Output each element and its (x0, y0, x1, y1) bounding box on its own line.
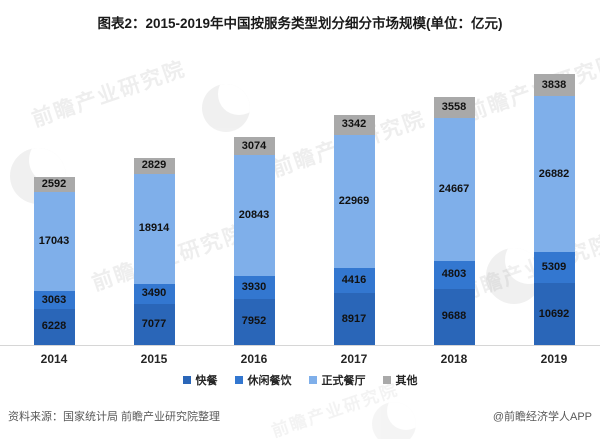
legend-item-正式餐厅[interactable]: 正式餐厅 (308, 372, 366, 388)
value-label: 22969 (338, 194, 370, 207)
bar-segment[interactable]: 7077 (133, 304, 175, 345)
bar-segment[interactable]: 17043 (33, 192, 75, 292)
bar-segment[interactable]: 2829 (133, 157, 175, 175)
value-label: 3074 (241, 139, 267, 152)
bar-segment[interactable]: 3490 (133, 283, 175, 304)
stacked-bar-2017[interactable]: 8917 4416 22969 3342 (333, 115, 375, 345)
plot-area: 6228 3063 17043 2592 2014 7077 3490 18914 2829 20… (4, 74, 600, 366)
legend-label: 正式餐厅 (321, 375, 366, 387)
value-label: 4803 (441, 268, 467, 281)
legend-item-其他[interactable]: 其他 (382, 372, 418, 388)
bar-column-2014: 6228 3063 17043 2592 2014 (4, 74, 104, 366)
stacked-bar-2016[interactable]: 7952 3930 20843 3074 (233, 137, 275, 345)
value-label: 3838 (541, 78, 567, 91)
bar-column-2018: 9688 4803 24667 3558 2018 (404, 74, 504, 366)
bar-segment[interactable]: 2592 (33, 177, 75, 193)
legend-swatch-icon (308, 376, 317, 384)
x-axis-line (0, 345, 600, 346)
value-label: 17043 (38, 235, 70, 248)
bar-segment[interactable]: 3074 (233, 137, 275, 156)
value-label: 3063 (41, 293, 67, 306)
bar-segment[interactable]: 3930 (233, 276, 275, 299)
bar-segment[interactable]: 6228 (33, 308, 75, 345)
bar-segment[interactable]: 24667 (433, 117, 475, 261)
legend-label: 快餐 (195, 375, 218, 387)
value-label: 6228 (41, 320, 67, 333)
x-tick-label: 2019 (540, 352, 568, 366)
bar-column-2016: 7952 3930 20843 3074 2016 (204, 74, 304, 366)
credit-note: @前瞻经济学人APP (492, 411, 592, 423)
value-label: 4416 (341, 274, 367, 287)
value-label: 7952 (241, 315, 267, 328)
value-label: 10692 (538, 307, 570, 320)
value-label: 7077 (141, 318, 167, 330)
bar-segment[interactable]: 4803 (433, 260, 475, 289)
bar-segment[interactable]: 10692 (533, 283, 575, 345)
bar-segment[interactable]: 20843 (233, 155, 275, 277)
bar-segment[interactable]: 8917 (333, 293, 375, 345)
stacked-bar-2014[interactable]: 6228 3063 17043 2592 (33, 177, 75, 345)
legend-swatch-icon (382, 376, 391, 384)
legend: 快餐 休闲餐饮 正式餐厅 其他 (0, 372, 600, 388)
value-label: 20843 (238, 209, 270, 222)
value-label: 3342 (341, 118, 367, 131)
legend-swatch-icon (234, 376, 243, 384)
value-label: 24667 (438, 182, 470, 195)
legend-item-快餐[interactable]: 快餐 (182, 372, 218, 388)
stacked-bar-2015[interactable]: 7077 3490 18914 2829 (133, 157, 175, 345)
x-tick-label: 2016 (240, 352, 268, 366)
bar-segment[interactable]: 4416 (333, 267, 375, 294)
chart-title: 图表2：2015-2019年中国按服务类型划分细分市场规模(单位：亿元) (97, 16, 503, 31)
bar-column-2019: 10692 5309 26882 3838 2019 (504, 74, 600, 366)
value-label: 5309 (541, 261, 567, 274)
legend-label: 休闲餐饮 (247, 375, 292, 387)
legend-label: 其他 (395, 375, 418, 387)
stacked-bar-2019[interactable]: 10692 5309 26882 3838 (533, 74, 575, 345)
value-label: 3930 (241, 281, 267, 293)
stacked-bar-2018[interactable]: 9688 4803 24667 3558 (433, 97, 475, 345)
bar-column-2015: 7077 3490 18914 2829 2015 (104, 74, 204, 366)
bar-segment[interactable]: 7952 (233, 298, 275, 345)
x-tick-label: 2018 (440, 352, 468, 366)
bar-segment[interactable]: 5309 (533, 252, 575, 283)
source-note: 资料来源：国家统计局 前瞻产业研究院整理 (8, 411, 221, 423)
x-tick-label: 2015 (140, 352, 168, 366)
bar-segment[interactable]: 22969 (333, 134, 375, 268)
value-label: 2592 (41, 178, 67, 191)
value-label: 2829 (141, 159, 167, 172)
value-label: 8917 (341, 312, 367, 325)
bar-segment[interactable]: 3342 (333, 115, 375, 135)
value-label: 3490 (141, 287, 167, 300)
bar-segment[interactable]: 9688 (433, 288, 475, 345)
bar-segment[interactable]: 3558 (433, 97, 475, 118)
bar-segment[interactable]: 18914 (133, 174, 175, 284)
bar-segment[interactable]: 3063 (33, 291, 75, 309)
bar-segment[interactable]: 3838 (533, 74, 575, 97)
value-label: 18914 (138, 222, 170, 235)
value-label: 3558 (441, 101, 467, 114)
value-label: 26882 (538, 167, 570, 180)
bar-column-2017: 8917 4416 22969 3342 2017 (304, 74, 404, 366)
footer: 资料来源：国家统计局 前瞻产业研究院整理 @前瞻经济学人APP (8, 408, 592, 424)
x-tick-label: 2014 (40, 352, 68, 366)
bar-segment[interactable]: 26882 (533, 96, 575, 253)
value-label: 9688 (441, 310, 467, 323)
legend-swatch-icon (182, 376, 191, 384)
legend-item-休闲餐饮[interactable]: 休闲餐饮 (234, 372, 292, 388)
x-tick-label: 2017 (340, 352, 368, 366)
